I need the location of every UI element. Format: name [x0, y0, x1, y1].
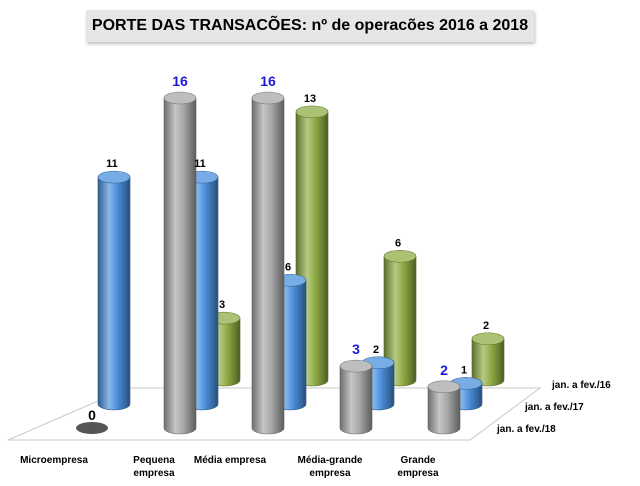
bar-2-3	[339, 359, 373, 435]
bar-2-0	[76, 422, 108, 434]
data-label-1-0: 11	[106, 158, 118, 170]
data-label-0-2: 13	[304, 93, 316, 105]
category-label: Microempresa	[20, 455, 88, 466]
data-label-1-3: 2	[373, 344, 379, 356]
bar-0-4	[471, 332, 505, 387]
data-label-1-4: 1	[461, 364, 467, 376]
category-label: Média empresa	[194, 455, 267, 466]
data-label-2-1: 16	[172, 73, 188, 89]
data-label-1-1: 11	[194, 158, 206, 170]
chart-title-box: PORTE DAS TRANSACÕES: nº de operacões 20…	[86, 10, 534, 42]
data-label-1-2: 6	[285, 261, 291, 273]
bar-2-1	[163, 91, 197, 435]
bar-1-0	[97, 170, 131, 411]
category-label: Média-grande	[297, 455, 362, 466]
data-label-2-4: 2	[440, 362, 448, 378]
category-label: Grande	[400, 455, 435, 466]
chart-title: PORTE DAS TRANSACÕES: nº de operacões 20…	[91, 17, 529, 34]
category-label: Pequena	[133, 455, 175, 466]
bar-0-3	[383, 249, 417, 387]
data-label-0-4: 2	[483, 320, 489, 332]
category-label: empresa	[309, 468, 351, 479]
data-label-2-2: 16	[260, 73, 276, 89]
category-label: empresa	[397, 468, 439, 479]
data-label-0-3: 6	[395, 237, 401, 249]
data-label-2-3: 3	[352, 341, 360, 357]
data-label-2-0: 0	[88, 407, 96, 423]
data-label-0-1: 3	[219, 299, 225, 311]
bar-2-2	[251, 91, 285, 435]
series-label: jan. a fev./18	[496, 424, 556, 435]
category-label: empresa	[133, 468, 175, 479]
series-label: jan. a fev./16	[551, 380, 611, 391]
bar-2-4	[427, 380, 461, 435]
series-label: jan. a fev./17	[524, 402, 584, 413]
